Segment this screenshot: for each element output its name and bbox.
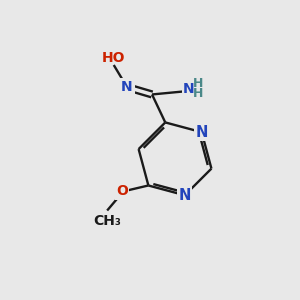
Text: CH₃: CH₃ — [93, 214, 121, 228]
Text: H: H — [193, 87, 203, 101]
Text: O: O — [116, 184, 128, 198]
Text: N: N — [121, 80, 133, 94]
Text: N: N — [183, 82, 195, 96]
Text: H: H — [193, 77, 203, 90]
Text: HO: HO — [102, 51, 125, 65]
Text: N: N — [196, 125, 208, 140]
Text: N: N — [178, 188, 191, 203]
